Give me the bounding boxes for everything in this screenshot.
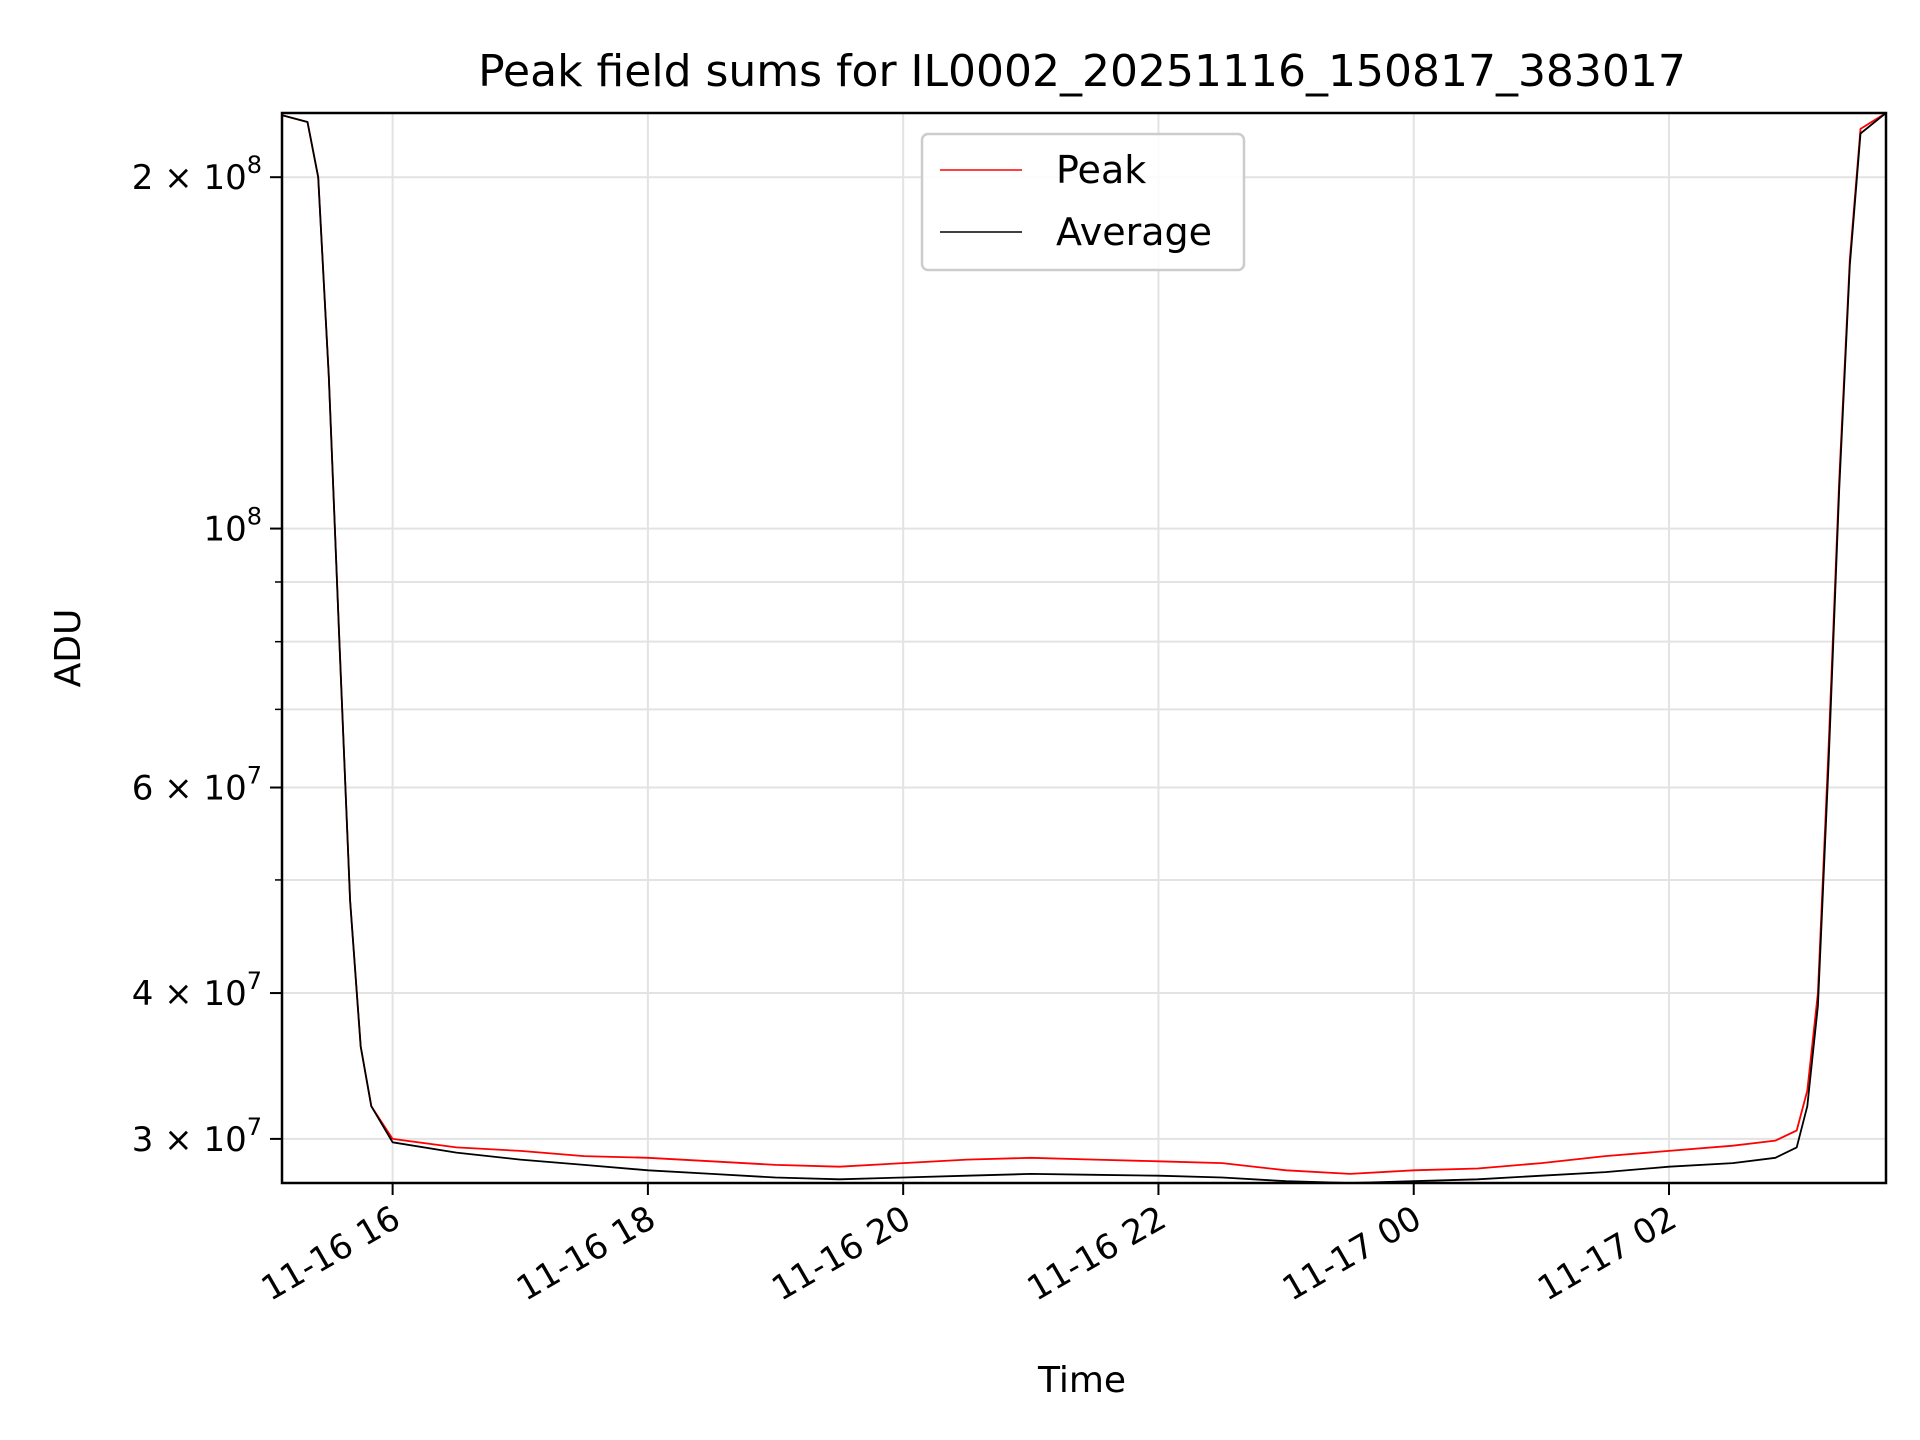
y-tick-label: 6 × 107 (132, 762, 262, 809)
y-tick-exponent: 7 (247, 762, 262, 790)
legend: Peak Average (920, 132, 1246, 272)
series-layer (282, 113, 1886, 1183)
plot-area-frame (280, 111, 1888, 1185)
y-tick-exponent: 7 (247, 1113, 262, 1141)
y-tick-base: 10 (203, 510, 246, 550)
y-tick-base: 4 × 10 (132, 974, 247, 1014)
y-tick-exponent: 8 (247, 151, 262, 179)
y-tick-base: 6 × 10 (132, 769, 247, 809)
legend-label-peak: Peak (1056, 148, 1146, 192)
y-tick-label: 2 × 108 (132, 151, 262, 198)
legend-box (920, 132, 1246, 272)
y-tick-label: 4 × 107 (132, 967, 262, 1014)
y-tick-exponent: 7 (247, 967, 262, 995)
y-tick-label: 108 (203, 503, 262, 550)
y-tick-base: 3 × 10 (132, 1120, 247, 1160)
legend-label-average: Average (1056, 210, 1212, 254)
y-tick-label: 3 × 107 (132, 1113, 262, 1160)
y-axis-title: ADU (48, 609, 89, 688)
y-tick-base: 2 × 10 (132, 158, 247, 198)
chart-title: Peak field sums for IL0002_20251116_1508… (478, 46, 1686, 97)
x-axis-title: Time (1037, 1360, 1126, 1401)
y-tick-exponent: 8 (247, 503, 262, 531)
series-line-average (282, 113, 1886, 1183)
